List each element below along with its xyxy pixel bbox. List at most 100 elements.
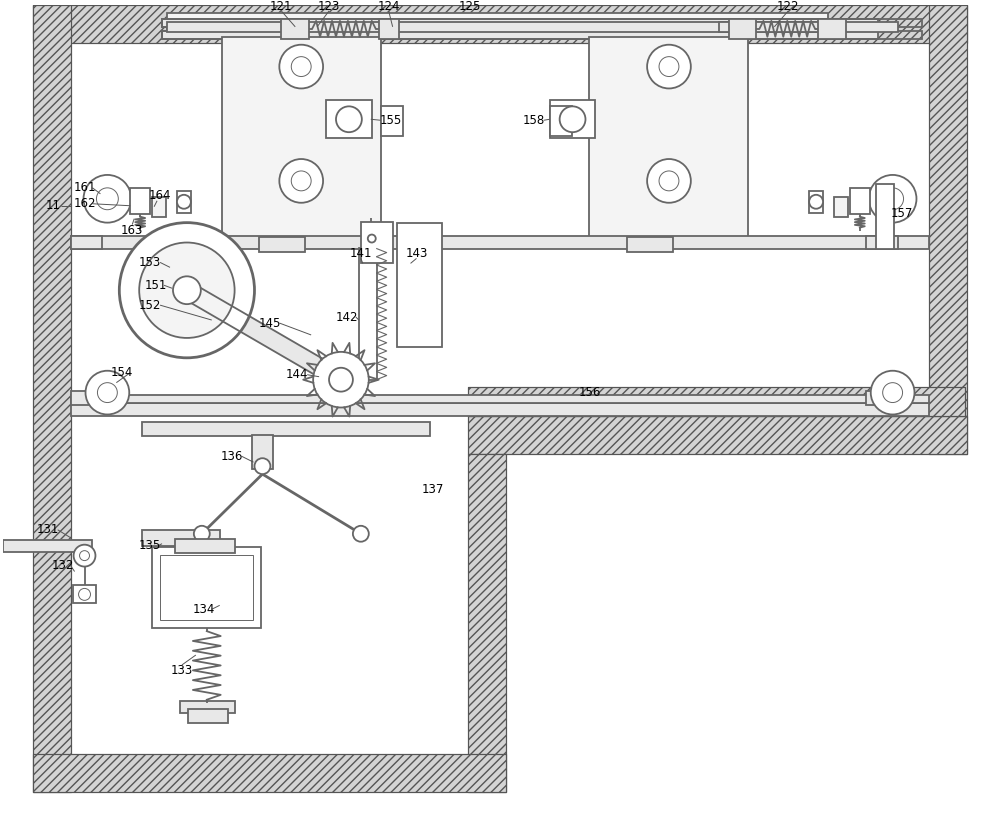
Text: 156: 156	[578, 386, 601, 399]
Bar	[589, 37, 748, 246]
Bar	[259, 237, 305, 252]
Bar	[550, 100, 595, 138]
Bar	[222, 37, 381, 246]
Bar	[162, 19, 878, 27]
Text: 136: 136	[220, 450, 243, 463]
Circle shape	[560, 106, 585, 132]
Circle shape	[291, 171, 311, 191]
Bar	[866, 390, 898, 404]
Circle shape	[84, 175, 131, 223]
Circle shape	[882, 188, 904, 210]
Circle shape	[353, 526, 369, 542]
Text: 123: 123	[318, 1, 340, 13]
Bar	[381, 106, 403, 136]
Bar	[175, 538, 235, 552]
Circle shape	[119, 223, 254, 358]
Bar	[167, 13, 828, 27]
Bar	[929, 5, 967, 455]
Bar	[71, 395, 929, 403]
Bar	[180, 700, 235, 713]
Bar	[71, 43, 929, 417]
Bar	[33, 755, 506, 792]
Text: 124: 124	[377, 1, 400, 13]
Bar	[3, 540, 92, 552]
Circle shape	[329, 367, 353, 391]
Bar	[152, 547, 261, 628]
Circle shape	[86, 371, 129, 414]
Text: 152: 152	[139, 298, 161, 312]
Bar	[71, 455, 468, 755]
Circle shape	[80, 551, 89, 561]
Bar	[152, 196, 166, 217]
Text: 155: 155	[380, 113, 402, 127]
Bar	[281, 19, 309, 39]
Text: 137: 137	[421, 483, 444, 496]
Bar	[929, 5, 967, 455]
Text: 144: 144	[286, 368, 308, 381]
Text: 162: 162	[73, 197, 96, 210]
Circle shape	[336, 106, 362, 132]
Bar	[719, 22, 898, 32]
Bar	[33, 5, 967, 43]
Circle shape	[177, 195, 191, 209]
Text: 125: 125	[459, 1, 481, 13]
Circle shape	[809, 195, 823, 209]
Text: 158: 158	[523, 113, 545, 127]
Circle shape	[254, 458, 270, 474]
Bar	[33, 5, 967, 43]
Bar	[361, 222, 393, 263]
Bar	[33, 755, 506, 792]
Text: 132: 132	[51, 559, 74, 572]
Text: 151: 151	[145, 279, 167, 292]
Bar	[326, 100, 372, 138]
Bar	[162, 30, 922, 39]
Circle shape	[647, 44, 691, 89]
Bar	[468, 455, 506, 792]
Text: 122: 122	[777, 1, 800, 13]
Bar	[162, 30, 878, 39]
Bar	[468, 386, 965, 417]
Bar	[142, 423, 430, 436]
Bar	[397, 223, 442, 347]
Text: 141: 141	[350, 247, 372, 260]
Text: 142: 142	[336, 311, 358, 324]
Bar	[809, 191, 823, 213]
Circle shape	[313, 352, 369, 408]
Bar	[866, 236, 898, 249]
Bar	[71, 403, 929, 417]
Circle shape	[139, 242, 235, 338]
Bar	[468, 417, 967, 455]
Bar	[834, 196, 848, 217]
Bar	[359, 248, 377, 380]
Bar	[818, 19, 846, 39]
Text: 11: 11	[45, 199, 60, 212]
Circle shape	[96, 188, 118, 210]
Text: 133: 133	[171, 664, 193, 677]
Bar	[252, 436, 273, 469]
Circle shape	[173, 276, 201, 304]
Text: 145: 145	[258, 316, 281, 330]
Circle shape	[279, 159, 323, 203]
Bar	[188, 709, 228, 723]
Bar	[850, 188, 870, 214]
Bar	[142, 529, 220, 546]
Circle shape	[871, 371, 914, 414]
Bar	[468, 386, 965, 417]
Bar	[379, 19, 399, 39]
Bar	[71, 236, 102, 249]
Bar	[550, 106, 572, 136]
Circle shape	[368, 234, 376, 242]
Bar	[177, 191, 191, 213]
Bar	[468, 455, 506, 792]
Text: 163: 163	[121, 224, 143, 237]
Bar	[167, 22, 833, 32]
Bar	[71, 390, 102, 404]
Circle shape	[647, 159, 691, 203]
Circle shape	[659, 57, 679, 76]
Bar	[130, 188, 150, 214]
Bar	[468, 417, 967, 455]
Circle shape	[291, 57, 311, 76]
Bar	[876, 184, 894, 249]
Circle shape	[74, 545, 95, 566]
Bar	[73, 585, 96, 603]
